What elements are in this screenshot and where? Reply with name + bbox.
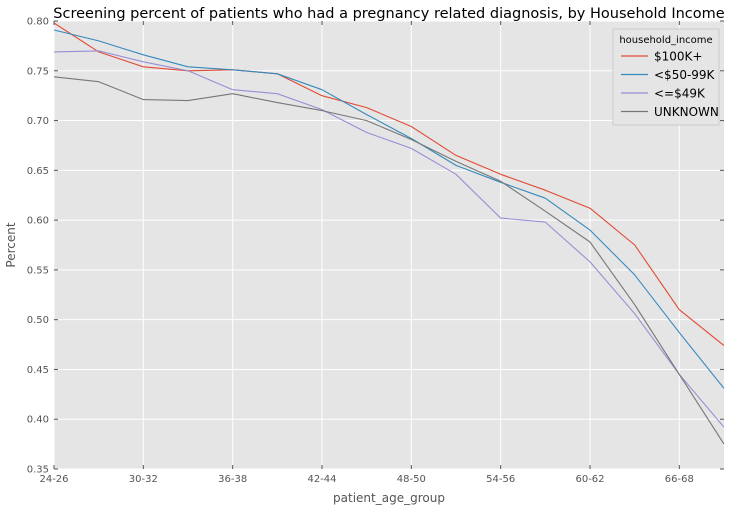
legend-label: <=$49K	[654, 87, 706, 101]
y-tick-label: 0.50	[27, 315, 49, 326]
legend-items: $100K+ <$50-99K <=$49K UNKNOWN	[621, 50, 719, 119]
y-tick-label: 0.70	[27, 116, 49, 127]
x-tick-label: 60-62	[575, 474, 604, 485]
chart-title: Screening percent of patients who had a …	[53, 6, 724, 22]
y-tick-label: 0.55	[27, 265, 49, 276]
series-line-50-99k	[53, 29, 725, 389]
x-tick-label: 48-50	[397, 474, 426, 485]
x-tick-label: 42-44	[307, 474, 336, 485]
x-tick-label: 30-32	[129, 474, 158, 485]
y-tick-label: 0.45	[27, 365, 49, 376]
plot-background	[54, 21, 724, 469]
series-line-unknown	[53, 76, 725, 445]
y-tick-label: 0.35	[27, 465, 49, 476]
x-tick-label: 36-38	[218, 474, 247, 485]
legend-label: <$50-99K	[654, 68, 716, 82]
x-tick-label: 54-56	[486, 474, 515, 485]
legend-label: $100K+	[654, 50, 702, 64]
y-tick-labels: 0.35 0.40 0.45 0.50 0.55 0.60 0.65 0.70 0.75 0.80	[27, 17, 49, 476]
series-line-49k	[53, 50, 725, 428]
y-tick-label: 0.65	[27, 166, 49, 177]
tick-marks	[53, 20, 724, 470]
y-tick-label: 0.75	[27, 66, 49, 77]
x-axis-title: patient_age_group	[333, 491, 445, 505]
y-tick-label: 0.40	[27, 415, 49, 426]
series-line-100k	[53, 22, 725, 347]
y-tick-label: 0.80	[27, 17, 49, 28]
x-tick-label: 24-26	[39, 474, 68, 485]
legend: household_income $100K+ <$50-99K <=$49K UNK…	[612, 28, 720, 126]
grid-lines	[53, 20, 724, 470]
series-lines	[53, 22, 725, 445]
x-tick-labels: 24-26 30-32 36-38 42-44 48-50 54-56 60-62 66-68	[39, 474, 693, 485]
legend-label: UNKNOWN	[654, 105, 719, 119]
legend-title: household_income	[619, 35, 712, 46]
legend-box	[612, 28, 720, 126]
x-tick-label: 66-68	[665, 474, 694, 485]
y-tick-label: 0.60	[27, 216, 49, 227]
y-axis-title: Percent	[4, 222, 18, 267]
